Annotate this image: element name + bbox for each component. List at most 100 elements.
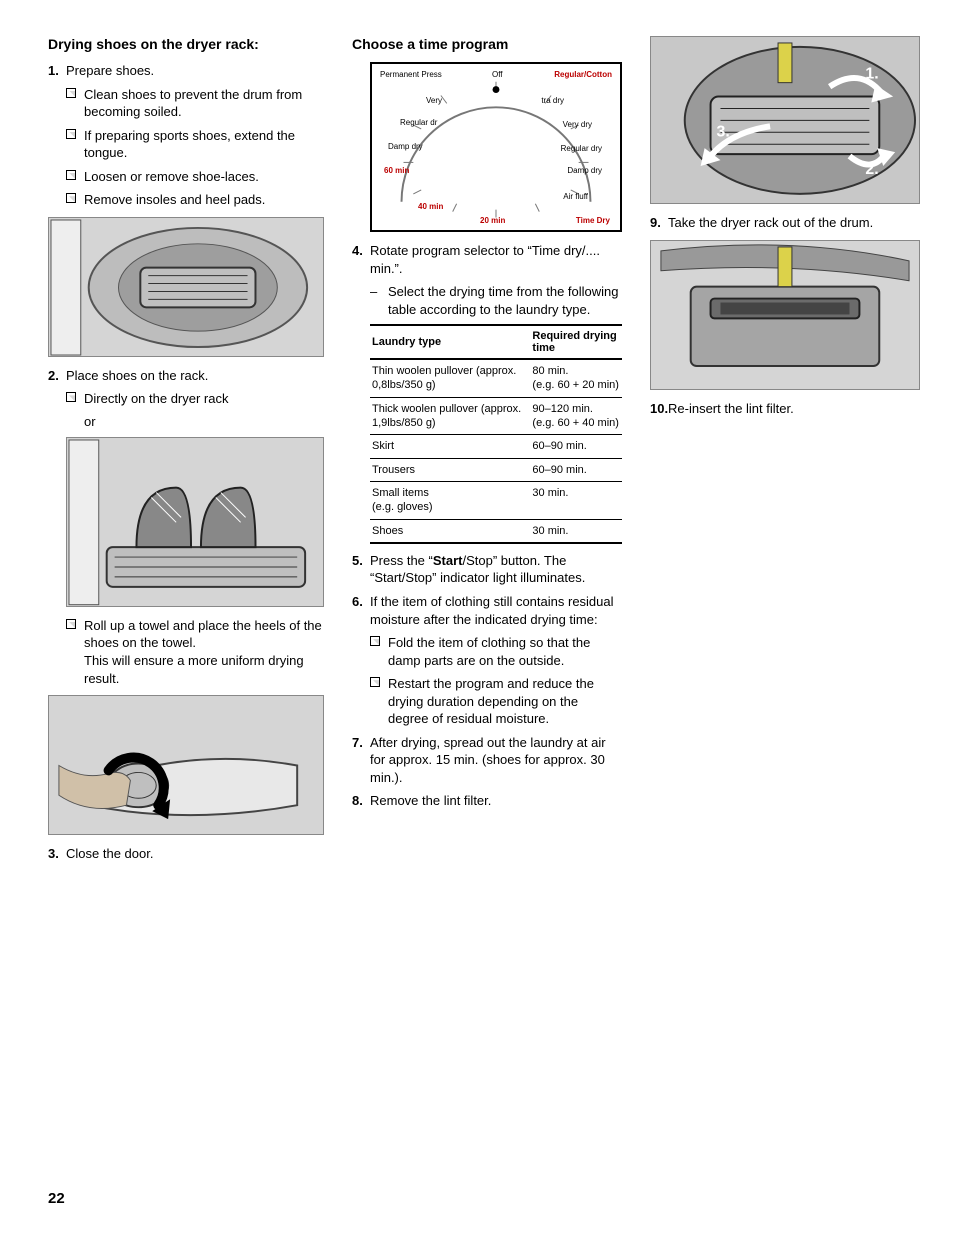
- step-3-number: 3.: [48, 845, 59, 863]
- towel-illustration: [49, 696, 323, 835]
- td: Skirt: [370, 435, 530, 458]
- svg-text:2.: 2.: [865, 161, 878, 178]
- step-7-text: After drying, spread out the laundry at …: [370, 735, 606, 785]
- dial-label-verydry-r: Very dry: [563, 120, 592, 129]
- checkbox-icon: [66, 193, 76, 203]
- table-row: Thick woolen pullover (approx. 1,9lbs/85…: [370, 397, 622, 435]
- table-row: Trousers60–90 min.: [370, 458, 622, 481]
- step-9-number: 9.: [650, 214, 661, 232]
- table-body: Thin woolen pullover (approx. 0,8lbs/350…: [370, 359, 622, 543]
- or-text: or: [48, 414, 324, 429]
- column-3: 1. 2. 3. 9. Take the dryer rack out of t…: [650, 36, 920, 869]
- step5-bold: Start: [433, 553, 463, 568]
- step-7: 7. After drying, spread out the laundry …: [352, 734, 622, 787]
- step-2-sub-1: Directly on the dryer rack: [48, 390, 324, 408]
- step-2: 2. Place shoes on the rack.: [48, 367, 324, 385]
- step5-pre: Press the “: [370, 553, 433, 568]
- dial-label-dampdry-l: Damp dry: [388, 142, 423, 151]
- drying-time-table: Laundry type Required drying time Thin w…: [370, 324, 622, 544]
- step-10-number: 10.: [650, 400, 668, 418]
- col1-heading: Drying shoes on the dryer rack:: [48, 36, 324, 52]
- td: 90–120 min. (e.g. 60 + 40 min): [530, 397, 622, 435]
- table-row: Shoes30 min.: [370, 519, 622, 543]
- dial-label-regdry-l: Regular dr: [400, 118, 437, 127]
- td: 30 min.: [530, 519, 622, 543]
- step-9: 9. Take the dryer rack out of the drum.: [650, 214, 920, 232]
- drum-illustration: [49, 218, 323, 357]
- svg-text:3.: 3.: [717, 123, 730, 140]
- td: Small items (e.g. gloves): [370, 481, 530, 519]
- checkbox-icon: [66, 619, 76, 629]
- step-1-sub-2: Loosen or remove shoe-laces.: [48, 168, 324, 186]
- dial-label-reg: Regular/Cotton: [554, 70, 612, 79]
- dial-label-airfluff: Air fluff: [563, 192, 588, 201]
- sub-text-b: This will ensure a more uniform drying r…: [84, 653, 304, 686]
- shoes-illustration: [67, 438, 323, 607]
- figure-program-selector: Permanent Press Off Regular/Cotton Very …: [370, 62, 622, 232]
- figure-lint-filter: [650, 240, 920, 390]
- step-8: 8. Remove the lint filter.: [352, 792, 622, 810]
- dial-label-60: 60 min: [384, 166, 409, 175]
- figure-remove-rack: 1. 2. 3.: [650, 36, 920, 204]
- td: 80 min. (e.g. 60 + 20 min): [530, 359, 622, 397]
- td: 60–90 min.: [530, 435, 622, 458]
- step-5: 5. Press the “Start/Stop” button. The “S…: [352, 552, 622, 587]
- checkbox-icon: [66, 392, 76, 402]
- svg-text:1.: 1.: [865, 66, 878, 83]
- page-number: 22: [48, 1190, 65, 1207]
- step-1-text: Prepare shoes.: [66, 63, 154, 78]
- dial-label-timedry: Time Dry: [576, 216, 610, 225]
- step-4-text: Rotate program selector to “Time dry/...…: [370, 243, 600, 276]
- step-9-text: Take the dryer rack out of the drum.: [668, 215, 873, 230]
- step-1: 1. Prepare shoes.: [48, 62, 324, 80]
- td: Thin woolen pullover (approx. 0,8lbs/350…: [370, 359, 530, 397]
- table-row: Small items (e.g. gloves)30 min.: [370, 481, 622, 519]
- sub-text: Clean shoes to prevent the drum from bec…: [84, 87, 302, 120]
- step-6-number: 6.: [352, 593, 363, 611]
- step-2-text: Place shoes on the rack.: [66, 368, 208, 383]
- checkbox-icon: [66, 88, 76, 98]
- figure-drum-interior: [48, 217, 324, 357]
- figure-shoes-on-rack: [66, 437, 324, 607]
- step-6: 6. If the item of clothing still contain…: [352, 593, 622, 628]
- figure-rolling-towel: [48, 695, 324, 835]
- step-4-dash-text: Select the drying time from the followin…: [388, 284, 619, 317]
- checkbox-icon: [66, 170, 76, 180]
- table-row: Thin woolen pullover (approx. 0,8lbs/350…: [370, 359, 622, 397]
- column-1: Drying shoes on the dryer rack: 1. Prepa…: [48, 36, 324, 869]
- td: Trousers: [370, 458, 530, 481]
- step-3: 3. Close the door.: [48, 845, 324, 863]
- dial-label-very-l: Very: [426, 96, 442, 105]
- th-time: Required drying time: [530, 325, 622, 359]
- step-10-text: Re-insert the lint filter.: [668, 401, 794, 416]
- lint-filter-illustration: [651, 241, 919, 390]
- step-4: 4. Rotate program selector to “Time dry/…: [352, 242, 622, 277]
- step-8-text: Remove the lint filter.: [370, 793, 491, 808]
- step-7-number: 7.: [352, 734, 363, 752]
- th-laundry: Laundry type: [370, 325, 530, 359]
- checkbox-icon: [66, 129, 76, 139]
- sub-text: Loosen or remove shoe-laces.: [84, 169, 259, 184]
- table-header-row: Laundry type Required drying time: [370, 325, 622, 359]
- td: 30 min.: [530, 481, 622, 519]
- table-row: Skirt60–90 min.: [370, 435, 622, 458]
- step-2-number: 2.: [48, 367, 59, 385]
- step-1-sub-3: Remove insoles and heel pads.: [48, 191, 324, 209]
- step-4-number: 4.: [352, 242, 363, 260]
- td: 60–90 min.: [530, 458, 622, 481]
- sub-text: If preparing sports shoes, extend the to…: [84, 128, 295, 161]
- sub-text: Directly on the dryer rack: [84, 391, 229, 406]
- step-5-number: 5.: [352, 552, 363, 570]
- col2-heading: Choose a time program: [352, 36, 622, 52]
- step-8-number: 8.: [352, 792, 363, 810]
- dial-label-off: Off: [492, 70, 503, 79]
- step-2-sub-2: Roll up a towel and place the heels of t…: [48, 617, 324, 687]
- step-6-text: If the item of clothing still contains r…: [370, 594, 614, 627]
- checkbox-icon: [370, 677, 380, 687]
- dash-icon: –: [370, 283, 377, 301]
- step-6-sublist: Fold the item of clothing so that the da…: [352, 634, 622, 728]
- column-2: Choose a time program: [352, 36, 622, 869]
- sub-text: Fold the item of clothing so that the da…: [388, 635, 590, 668]
- step-6-sub-0: Fold the item of clothing so that the da…: [352, 634, 622, 669]
- checkbox-icon: [370, 636, 380, 646]
